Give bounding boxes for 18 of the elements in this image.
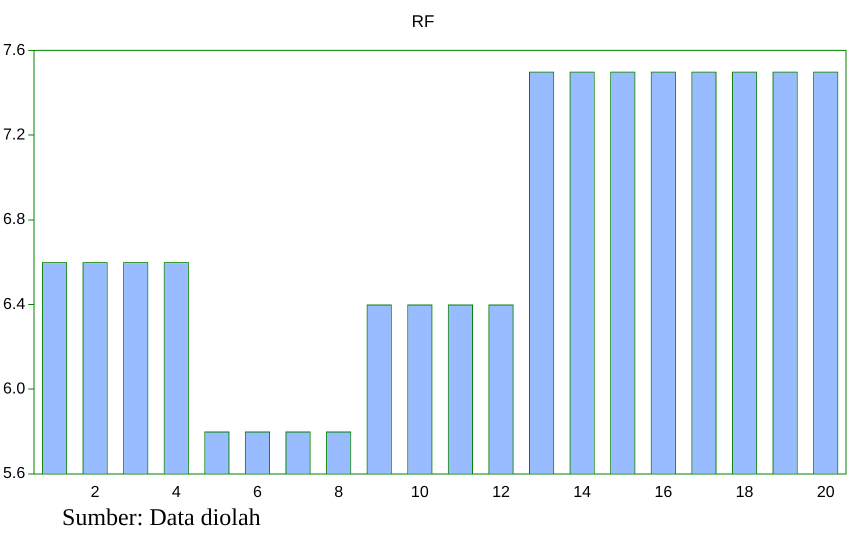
x-tick-label: 8 [334,484,344,501]
x-tick-label: 10 [410,484,429,501]
x-tick-label: 2 [90,484,100,501]
x-tick-label: 12 [492,484,510,501]
y-tick-label: 5.6 [2,465,26,482]
x-tick-label: 6 [253,484,262,501]
y-tick-label: 6.4 [2,296,26,313]
x-tick-label: 4 [172,484,181,501]
text: Sumber: Data diolah [62,505,261,532]
x-tick-label: 20 [816,484,835,501]
y-tick-label: 6.0 [2,380,26,398]
y-tick-label: 7.6 [2,42,26,59]
x-tick-label: 18 [736,484,754,501]
y-tick-label: 7.2 [2,126,26,144]
y-tick-label: 6.8 [2,211,26,228]
x-tick-label: 16 [654,484,672,501]
chart-title: RF [412,12,434,31]
x-tick-label: 14 [573,484,592,501]
